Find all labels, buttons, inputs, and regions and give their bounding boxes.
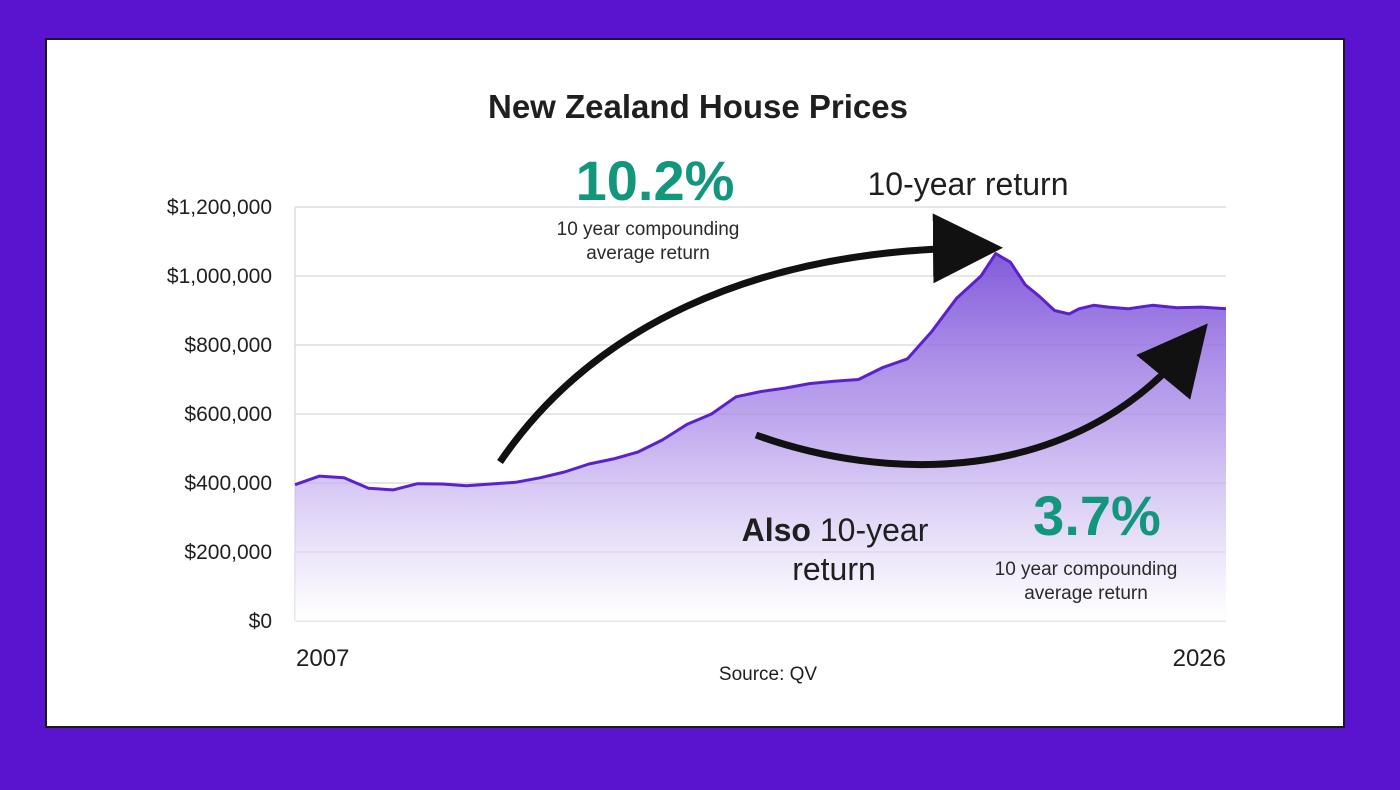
arrow-up-icon [497,213,1003,464]
return-subtitle-2a: 10 year compounding [995,559,1178,580]
source-label: Source: QV [719,664,818,685]
also-ten-year-text: 10-year [820,512,929,548]
x-start-label: 2007 [296,645,349,672]
return-subtitle-1a: 10 year compounding [557,219,740,240]
return-subtitle-1b: average return [586,243,710,264]
also-word: Also [742,512,811,548]
ten-year-return-label: 10-year return [868,166,1069,202]
price-line [294,252,1227,492]
also-ten-year-label: Also 10-year [742,512,929,548]
arrow-curve-icon [754,323,1208,469]
y-axis-ticks: $0 $200,000 $400,000 $600,000 $800,000 $1,000… [167,196,272,633]
return-value-3-7: 3.7% [1033,484,1161,547]
y-tick-label: $200,000 [184,541,272,564]
return-subtitle-2b: average return [1024,583,1148,604]
also-return-word: return [792,551,876,587]
x-end-label: 2026 [1173,645,1226,672]
return-value-10-2: 10.2% [576,149,735,212]
y-tick-label: $1,200,000 [167,196,272,219]
y-tick-label: $800,000 [184,334,272,357]
y-tick-label: $400,000 [184,472,272,495]
y-tick-label: $1,000,000 [167,265,272,288]
y-tick-label: $600,000 [184,403,272,426]
y-tick-label: $0 [249,610,272,633]
chart-title: New Zealand House Prices [488,88,908,125]
